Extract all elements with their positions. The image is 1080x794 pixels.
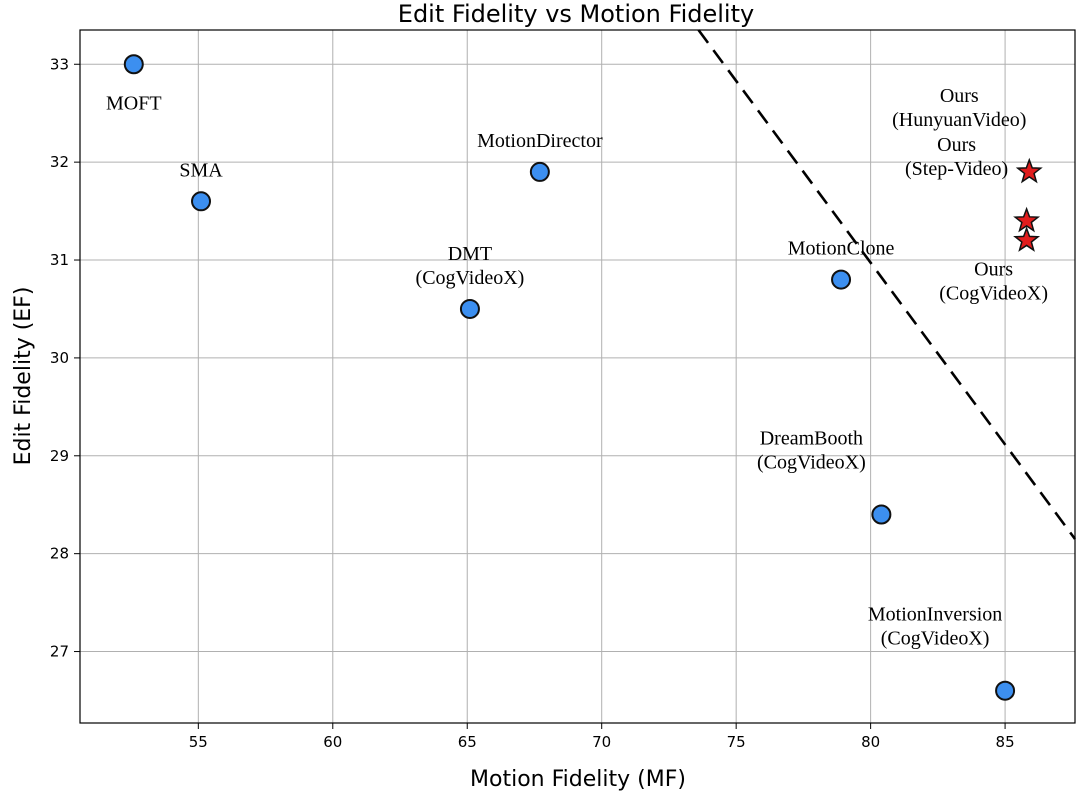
data-point-moft <box>123 54 144 75</box>
point-label-ours-cogvideox: Ours <box>974 258 1013 280</box>
point-label-ours-cogvideox: (CogVideoX) <box>939 282 1048 304</box>
x-tick-label: 60 <box>323 733 342 751</box>
point-label-sma: SMA <box>179 159 223 181</box>
point-label-dreambooth-cogvideox: DreamBooth <box>760 428 863 450</box>
dashed-trendline <box>697 29 1077 540</box>
point-label-ours-hunyuanvideo: Ours <box>940 85 979 107</box>
y-tick-label: 28 <box>50 545 69 563</box>
data-point-star-ours-hunyuanvideo <box>1015 157 1043 184</box>
chart-title: Edit Fidelity vs Motion Fidelity <box>398 0 754 28</box>
point-label-dmt-cogvideox: (CogVideoX) <box>416 267 525 289</box>
points-layer <box>123 54 1043 701</box>
y-tick-label: 33 <box>50 55 69 73</box>
y-tick-label: 27 <box>50 643 69 661</box>
x-axis-label: Motion Fidelity (MF) <box>470 767 686 792</box>
ticks-layer: 55 60 65 70 75 80 85 27 28 29 30 31 32 33 <box>50 55 1015 751</box>
y-tick-label: 32 <box>50 153 69 171</box>
x-tick-label: 80 <box>861 733 880 751</box>
trend-layer <box>697 29 1077 540</box>
data-point-dreambooth-cogvideox <box>871 504 892 525</box>
point-label-dmt-cogvideox: DMT <box>448 243 492 265</box>
x-tick-label: 75 <box>727 733 746 751</box>
y-tick-label: 30 <box>50 349 69 367</box>
data-point-dmt-cogvideox <box>459 298 480 319</box>
y-axis-label: Edit Fidelity (EF) <box>11 287 36 466</box>
x-tick-label: 70 <box>592 733 611 751</box>
point-label-moft: MOFT <box>106 92 162 114</box>
data-point-star-ours-cogvideox <box>1013 226 1041 252</box>
labels-layer: MOFTSMAMotionDirectorDMT(CogVideoX)Motio… <box>106 85 1048 650</box>
point-label-ours-hunyuanvideo: (HunyuanVideo) <box>892 109 1026 131</box>
x-tick-label: 55 <box>189 733 208 751</box>
y-tick-label: 31 <box>50 251 69 269</box>
point-label-ours-step-video: (Step-Video) <box>905 158 1008 180</box>
point-label-ours-step-video: Ours <box>937 134 976 156</box>
point-label-motiondirector: MotionDirector <box>477 130 603 152</box>
data-point-motionclone <box>831 269 852 290</box>
point-label-motioninversion-cogvideox: (CogVideoX) <box>881 628 990 650</box>
point-label-motioninversion-cogvideox: MotionInversion <box>868 604 1002 626</box>
data-point-sma <box>191 191 212 212</box>
x-tick-label: 85 <box>996 733 1015 751</box>
data-point-motioninversion-cogvideox <box>995 680 1016 701</box>
data-point-motiondirector <box>529 161 550 182</box>
data-point-star-ours-step-video <box>1013 206 1041 233</box>
point-label-motionclone: MotionClone <box>788 238 895 260</box>
point-label-dreambooth-cogvideox: (CogVideoX) <box>757 452 866 474</box>
y-tick-label: 29 <box>50 447 69 465</box>
grid-layer <box>80 30 1075 723</box>
x-tick-label: 65 <box>458 733 477 751</box>
plot-frame <box>79 29 1076 724</box>
